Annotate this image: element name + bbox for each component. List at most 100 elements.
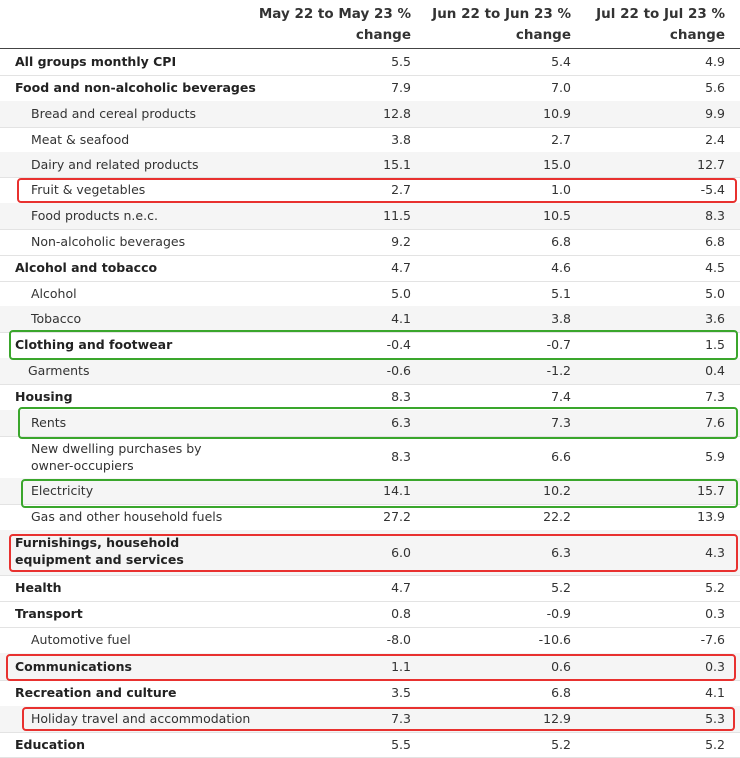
row-label: Dairy and related products <box>31 157 199 172</box>
row-value-may: 9.2 <box>391 234 411 249</box>
row-value-jul: 0.3 <box>705 606 725 621</box>
table-row: Rents 6.3 7.3 7.6 <box>0 410 740 437</box>
row-value-may: 7.9 <box>391 80 411 95</box>
row-value-may: 6.3 <box>391 415 411 430</box>
row-value-jul: 13.9 <box>697 509 725 524</box>
row-label: Furnishings, household equipment and ser… <box>15 535 184 567</box>
row-value-may: 4.7 <box>391 580 411 595</box>
row-value-may: 3.5 <box>391 685 411 700</box>
row-value-may: -8.0 <box>386 632 411 647</box>
row-label: New dwelling purchases by owner-occupier… <box>31 441 202 473</box>
table-row: Transport 0.8 -0.9 0.3 <box>0 601 740 628</box>
table-row: Non-alcoholic beverages 9.2 6.8 6.8 <box>0 229 740 256</box>
row-value-jul: 4.9 <box>705 54 725 69</box>
row-value-jun: 12.9 <box>543 711 571 726</box>
row-value-jun: 6.8 <box>551 685 571 700</box>
row-value-may: 5.5 <box>391 737 411 752</box>
table-row: Alcohol and tobacco 4.7 4.6 4.5 <box>0 255 740 282</box>
column-header-may: May 22 to May 23 % change <box>258 6 411 43</box>
table-row: Fruit & vegetables 2.7 1.0 -5.4 <box>0 177 740 204</box>
row-label: Transport <box>15 606 83 621</box>
table-row: Tobacco 4.1 3.8 3.6 <box>0 306 740 333</box>
row-value-jul: 7.3 <box>705 389 725 404</box>
row-value-jun: 5.2 <box>551 580 571 595</box>
row-value-jul: 0.3 <box>705 659 725 674</box>
row-value-may: 7.3 <box>391 711 411 726</box>
row-value-jul: 4.3 <box>705 545 725 560</box>
row-value-may: 5.5 <box>391 54 411 69</box>
row-value-may: -0.4 <box>386 337 411 352</box>
table-row: Communications 1.1 0.6 0.3 <box>0 653 740 681</box>
table-row: Holiday travel and accommodation 7.3 12.9 5… <box>0 706 740 733</box>
row-label: Bread and cereal products <box>31 106 197 121</box>
row-value-jul: 0.4 <box>705 363 725 378</box>
row-value-jul: 5.0 <box>705 286 725 301</box>
table-row: Health 4.7 5.2 5.2 <box>0 575 740 602</box>
row-value-may: 8.3 <box>391 449 411 464</box>
row-value-jun: 7.0 <box>551 80 571 95</box>
row-label: Communications <box>15 659 132 674</box>
row-value-jul: 5.2 <box>705 737 725 752</box>
row-value-may: 12.8 <box>383 106 411 121</box>
row-value-may: 0.8 <box>391 606 411 621</box>
row-value-jun: 0.6 <box>551 659 571 674</box>
row-label: Housing <box>15 389 73 404</box>
table-row: Education 5.5 5.2 5.2 <box>0 732 740 758</box>
row-label: Garments <box>28 363 90 378</box>
row-value-jun: 5.4 <box>551 54 571 69</box>
table-header: May 22 to May 23 % change Jun 22 to Jun … <box>0 0 740 49</box>
table-row: Bread and cereal products 12.8 10.9 9.9 <box>0 101 740 128</box>
row-value-jun: 2.7 <box>551 132 571 147</box>
row-value-may: 4.1 <box>391 311 411 326</box>
row-value-jun: 7.3 <box>551 415 571 430</box>
row-value-may: 2.7 <box>391 182 411 197</box>
table-row: Furnishings, household equipment and ser… <box>0 530 740 576</box>
row-value-may: 15.1 <box>383 157 411 172</box>
row-value-jun: 7.4 <box>551 389 571 404</box>
row-label: Tobacco <box>31 311 82 326</box>
table-row: Food and non-alcoholic beverages 7.9 7.0 5.… <box>0 75 740 102</box>
row-value-jun: 3.8 <box>551 311 571 326</box>
row-label: Electricity <box>31 483 94 498</box>
table-row: Meat & seafood 3.8 2.7 2.4 <box>0 127 740 153</box>
row-label: Automotive fuel <box>31 632 131 647</box>
table-row: Electricity 14.1 10.2 15.7 <box>0 478 740 505</box>
row-value-jul: 1.5 <box>705 337 725 352</box>
row-value-jun: 10.5 <box>543 208 571 223</box>
table-row: Dairy and related products 15.1 15.0 12.7 <box>0 152 740 178</box>
row-label: Non-alcoholic beverages <box>31 234 186 249</box>
row-value-jun: 10.9 <box>543 106 571 121</box>
row-value-jun: 1.0 <box>551 182 571 197</box>
row-value-jun: 6.3 <box>551 545 571 560</box>
row-label: Health <box>15 580 62 595</box>
table-row: Recreation and culture 3.5 6.8 4.1 <box>0 680 740 707</box>
table-row: Clothing and footwear -0.4 -0.7 1.5 <box>0 332 740 359</box>
row-value-jul: 3.6 <box>705 311 725 326</box>
row-value-jun: -0.7 <box>546 337 571 352</box>
row-value-jun: 5.1 <box>551 286 571 301</box>
row-value-may: 1.1 <box>391 659 411 674</box>
row-value-jul: -7.6 <box>700 632 725 647</box>
row-value-jul: 15.7 <box>697 483 725 498</box>
row-value-jun: 15.0 <box>543 157 571 172</box>
row-value-jun: -0.9 <box>546 606 571 621</box>
row-value-may: 4.7 <box>391 260 411 275</box>
row-value-may: 5.0 <box>391 286 411 301</box>
row-label: Fruit & vegetables <box>31 182 146 197</box>
table-row: All groups monthly CPI 5.5 5.4 4.9 <box>0 48 740 76</box>
row-value-jun: -1.2 <box>546 363 571 378</box>
row-label: Clothing and footwear <box>15 337 173 352</box>
table-row: Alcohol 5.0 5.1 5.0 <box>0 281 740 307</box>
row-label: Holiday travel and accommodation <box>31 711 251 726</box>
row-value-jul: -5.4 <box>700 182 725 197</box>
row-label: Alcohol and tobacco <box>15 260 158 275</box>
table-row: Housing 8.3 7.4 7.3 <box>0 384 740 411</box>
row-value-jun: 6.6 <box>551 449 571 464</box>
row-value-jun: 10.2 <box>543 483 571 498</box>
row-value-jul: 8.3 <box>705 208 725 223</box>
row-value-jul: 5.2 <box>705 580 725 595</box>
row-label: Meat & seafood <box>31 132 130 147</box>
row-label: Food and non-alcoholic beverages <box>15 80 256 95</box>
table-row: Garments -0.6 -1.2 0.4 <box>0 358 740 385</box>
row-value-jun: 5.2 <box>551 737 571 752</box>
